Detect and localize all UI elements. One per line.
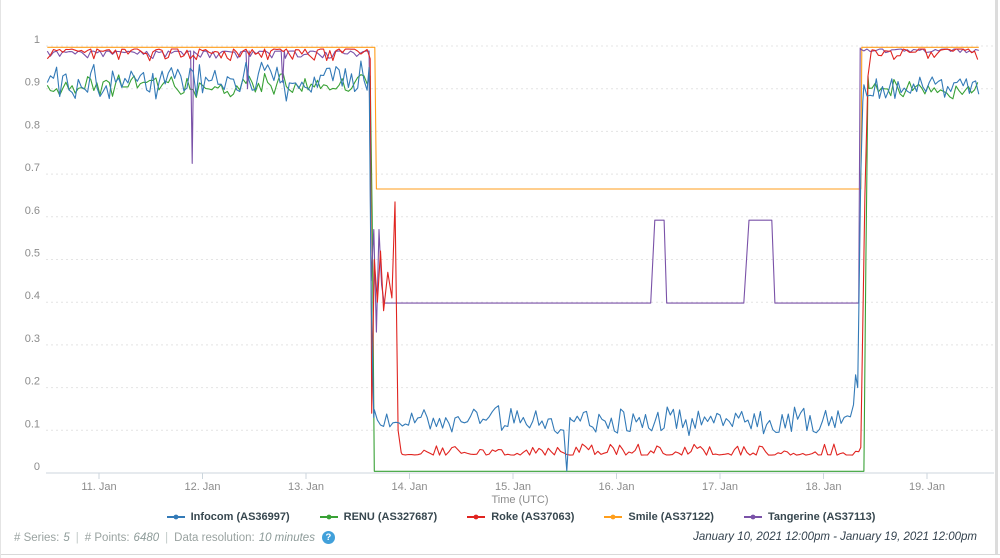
points-count-label: # Points: xyxy=(84,531,130,544)
legend-item-roke-as37063[interactable]: Roke (AS37063) xyxy=(467,511,574,523)
chart-legend: Infocom (AS36997) RENU (AS327687) Roke (AS… xyxy=(1,507,1000,527)
legend-item-smile-as37122[interactable]: Smile (AS37122) xyxy=(604,511,714,523)
svg-text:0.5: 0.5 xyxy=(25,248,40,260)
points-count-value: 6480 xyxy=(133,531,160,544)
scrollbar-track[interactable] xyxy=(995,0,998,555)
svg-text:0.3: 0.3 xyxy=(25,333,40,345)
separator: | xyxy=(75,531,79,544)
series-count-value: 5 xyxy=(63,531,70,544)
resolution-value: 10 minutes xyxy=(258,531,315,544)
series-line-roke-as37063[interactable] xyxy=(46,48,979,456)
legend-line-marker-icon xyxy=(166,514,185,520)
svg-text:13. Jan: 13. Jan xyxy=(288,481,324,493)
separator: | xyxy=(165,531,169,544)
legend-label: Smile (AS37122) xyxy=(628,511,714,523)
svg-text:12. Jan: 12. Jan xyxy=(184,481,220,493)
series-line-infocom-as36997[interactable] xyxy=(46,60,980,472)
svg-text:0.9: 0.9 xyxy=(25,77,40,89)
svg-text:1: 1 xyxy=(34,34,40,46)
y-axis-labels: 0 0.1 0.2 0.3 0.4 0.5 0.6 0.7 0.8 0.9 1 xyxy=(25,34,40,473)
legend-item-tangerine-as37113[interactable]: Tangerine (AS37113) xyxy=(743,511,876,523)
svg-text:15. Jan: 15. Jan xyxy=(495,481,531,493)
legend-line-marker-icon xyxy=(319,514,338,520)
legend-line-marker-icon xyxy=(743,514,762,520)
legend-line-marker-icon xyxy=(467,514,486,520)
date-range-label: January 10, 2021 12:00pm - January 19, 2… xyxy=(693,531,977,543)
series-line-tangerine-as37113[interactable] xyxy=(46,47,979,333)
svg-text:0: 0 xyxy=(34,461,40,473)
chart-stats: # Series: 5 | # Points: 6480 | Data reso… xyxy=(14,531,335,544)
legend-line-marker-icon xyxy=(604,514,623,520)
svg-text:14. Jan: 14. Jan xyxy=(391,481,427,493)
svg-text:16. Jan: 16. Jan xyxy=(598,481,634,493)
svg-text:0.8: 0.8 xyxy=(25,119,40,131)
resolution-label: Data resolution: xyxy=(174,531,255,544)
svg-text:11. Jan: 11. Jan xyxy=(81,481,116,493)
help-question-icon[interactable]: ? xyxy=(321,531,335,544)
x-axis xyxy=(46,472,994,479)
series-line-smile-as37122[interactable] xyxy=(47,46,979,190)
svg-text:0.1: 0.1 xyxy=(25,418,40,430)
series-count-label: # Series: xyxy=(14,531,60,544)
legend-label: Tangerine (AS37113) xyxy=(767,511,876,523)
svg-text:0.6: 0.6 xyxy=(25,205,40,217)
panel-bottom-divider xyxy=(1,554,1000,555)
svg-text:0.7: 0.7 xyxy=(25,162,40,174)
legend-label: Infocom (AS36997) xyxy=(190,511,290,523)
svg-text:0.4: 0.4 xyxy=(25,290,40,302)
svg-text:18. Jan: 18. Jan xyxy=(805,481,841,493)
legend-item-infocom-as36997[interactable]: Infocom (AS36997) xyxy=(166,511,290,523)
svg-text:17. Jan: 17. Jan xyxy=(702,481,738,493)
x-axis-title: Time (UTC) xyxy=(491,494,548,506)
legend-label: RENU (AS327687) xyxy=(343,511,438,523)
gridlines xyxy=(46,45,994,431)
legend-label: Roke (AS37063) xyxy=(491,511,575,523)
svg-text:19. Jan: 19. Jan xyxy=(909,481,945,493)
svg-text:0.2: 0.2 xyxy=(25,376,40,388)
timeseries-chart[interactable]: 0 0.1 0.2 0.3 0.4 0.5 0.6 0.7 0.8 0.9 1 11. Jan 12. … xyxy=(1,0,1000,507)
legend-item-renu-as327687[interactable]: RENU (AS327687) xyxy=(319,511,438,523)
chart-footer: # Series: 5 | # Points: 6480 | Data reso… xyxy=(1,528,1000,550)
x-axis-labels: 11. Jan 12. Jan 13. Jan 14. Jan 15. Jan 16. J… xyxy=(81,481,945,493)
